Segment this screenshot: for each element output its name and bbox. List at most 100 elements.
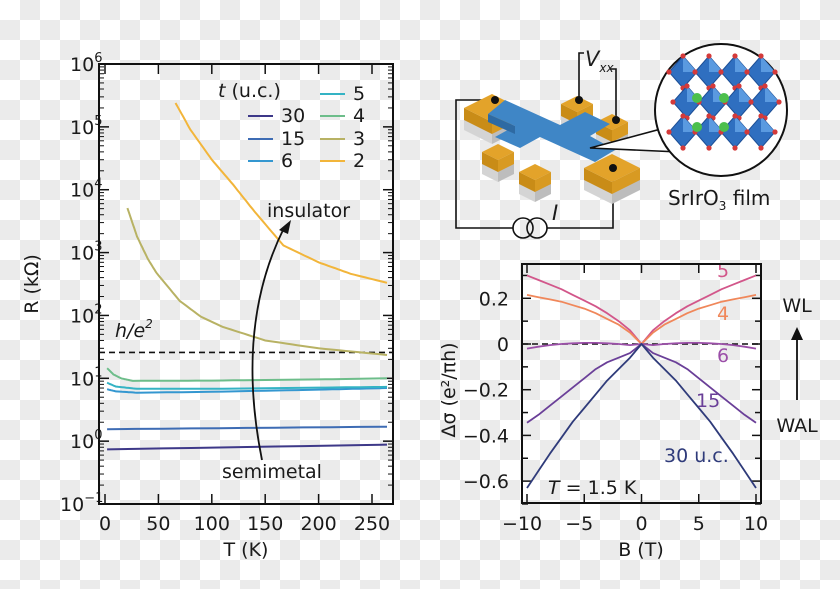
series-line-t-5 xyxy=(106,381,388,390)
temperature-condition-label: T = 1.5 K xyxy=(548,477,637,499)
series-line-t-30 xyxy=(107,443,388,451)
legend-label: 2 xyxy=(353,150,365,172)
contact-pad xyxy=(482,144,514,160)
wl-label: WL xyxy=(782,295,812,317)
insulator-arrowhead-icon xyxy=(279,220,291,234)
series-label: 30 u.c. xyxy=(664,445,729,467)
x-tick-label: −10 xyxy=(502,513,542,535)
voltage-label: Vxx xyxy=(585,47,614,75)
contact-side xyxy=(612,168,640,194)
x-tick-label: 250 xyxy=(354,513,390,535)
octahedron-face xyxy=(765,86,779,102)
contact-side xyxy=(535,172,551,192)
octahedron-face xyxy=(735,56,749,72)
oxygen-atom xyxy=(706,53,712,59)
contact-side xyxy=(612,122,628,142)
contact-side xyxy=(482,152,498,172)
oxygen-atom xyxy=(758,53,764,59)
x-tick-label: 100 xyxy=(194,513,230,535)
legend-title: t (u.c.) xyxy=(218,80,281,102)
contact-pad xyxy=(561,96,593,112)
octahedron-face xyxy=(709,56,723,72)
oxygen-atom xyxy=(670,99,676,105)
x-tick-label: 10 xyxy=(744,513,768,535)
right-y-axis-label: Δσ (e²/πh) xyxy=(438,342,460,437)
contact-side xyxy=(519,172,535,192)
x-tick-label: 5 xyxy=(693,513,705,535)
series-line-t-3 xyxy=(126,207,388,356)
right-x-tick-labels: −10 −5 0 5 10 xyxy=(502,513,768,535)
perovskite-crystal-structure xyxy=(666,53,782,151)
x-tick-label: 50 xyxy=(146,513,170,535)
current-label: I xyxy=(552,201,558,225)
oxygen-atom xyxy=(710,83,716,89)
right-x-axis-label: B (T) xyxy=(618,539,664,561)
oxygen-atom xyxy=(680,145,686,151)
oxygen-atom xyxy=(666,69,672,75)
y-tick-label: 106 xyxy=(70,51,102,76)
x-tick-label: 150 xyxy=(247,513,283,535)
y-tick-label: 0.2 xyxy=(479,288,509,310)
contact-dot xyxy=(491,96,499,104)
oxygen-atom xyxy=(732,113,738,119)
y-tick-label: 102 xyxy=(70,302,102,327)
oxygen-atom xyxy=(732,145,738,151)
legend-label: 4 xyxy=(353,105,365,127)
oxygen-atom xyxy=(684,83,690,89)
oxygen-atom xyxy=(706,113,712,119)
oxygen-atom xyxy=(744,69,750,75)
x-tick-label: 0 xyxy=(635,513,647,535)
series-line-t-6 xyxy=(106,387,388,394)
oxygen-atom xyxy=(748,99,754,105)
y-tick-label: 100 xyxy=(70,428,102,453)
legend-label: 30 xyxy=(281,105,305,127)
left-plot-frame xyxy=(98,63,394,505)
series-label: 4 xyxy=(717,303,729,325)
oxygen-atom xyxy=(692,69,698,75)
contact-dot xyxy=(575,96,583,104)
insulator-arrow xyxy=(251,227,285,461)
x-tick-label: 200 xyxy=(300,513,336,535)
y-tick-label: 105 xyxy=(70,114,102,139)
y-tick-label: −0.2 xyxy=(463,380,509,402)
oxygen-atom xyxy=(718,69,724,75)
series-line-30-u-c- xyxy=(526,343,757,489)
contact-dot xyxy=(609,164,617,172)
sr-atom xyxy=(719,93,729,103)
film-side xyxy=(488,114,515,134)
y-tick-label: 104 xyxy=(70,177,102,202)
right-series-labels: 5 4 6 15 30 u.c. xyxy=(664,260,729,467)
oxygen-atom xyxy=(732,53,738,59)
right-plot-frame xyxy=(521,263,762,504)
oxygen-atom xyxy=(772,129,778,135)
octahedron-face xyxy=(735,116,749,132)
x-tick-label: −5 xyxy=(565,513,593,535)
contact-dot xyxy=(612,116,620,124)
legend-label: 6 xyxy=(281,150,293,172)
series-label: 6 xyxy=(717,345,729,367)
right-axis-ticks xyxy=(522,264,761,505)
left-x-tick-labels: 0 50 100 150 200 250 xyxy=(99,513,390,535)
legend-label: 5 xyxy=(353,83,365,105)
y-tick-label: 0 xyxy=(497,334,509,356)
octahedron-face xyxy=(761,56,775,72)
octahedron-face xyxy=(761,116,775,132)
left-series xyxy=(106,102,388,451)
sr-atom xyxy=(692,93,702,103)
contact-pad xyxy=(519,164,551,180)
left-y-tick-labels: 10−1 100 101 102 103 104 105 106 xyxy=(60,51,103,516)
oxygen-atom xyxy=(772,69,778,75)
left-x-axis-label: T (K) xyxy=(223,539,269,561)
current-source-icon xyxy=(512,217,534,239)
srIrO3-film-bar xyxy=(488,100,615,162)
y-tick-label: 103 xyxy=(70,240,102,265)
semimetal-label: semimetal xyxy=(222,461,322,483)
right-y-tick-labels: 0.2 0 −0.2 −0.4 −0.6 xyxy=(463,288,509,493)
sr-atom xyxy=(719,122,729,132)
wl-arrowhead-icon xyxy=(791,327,803,340)
oxygen-atom xyxy=(762,83,768,89)
oxygen-atom xyxy=(680,113,686,119)
left-axis-ticks xyxy=(99,63,393,505)
